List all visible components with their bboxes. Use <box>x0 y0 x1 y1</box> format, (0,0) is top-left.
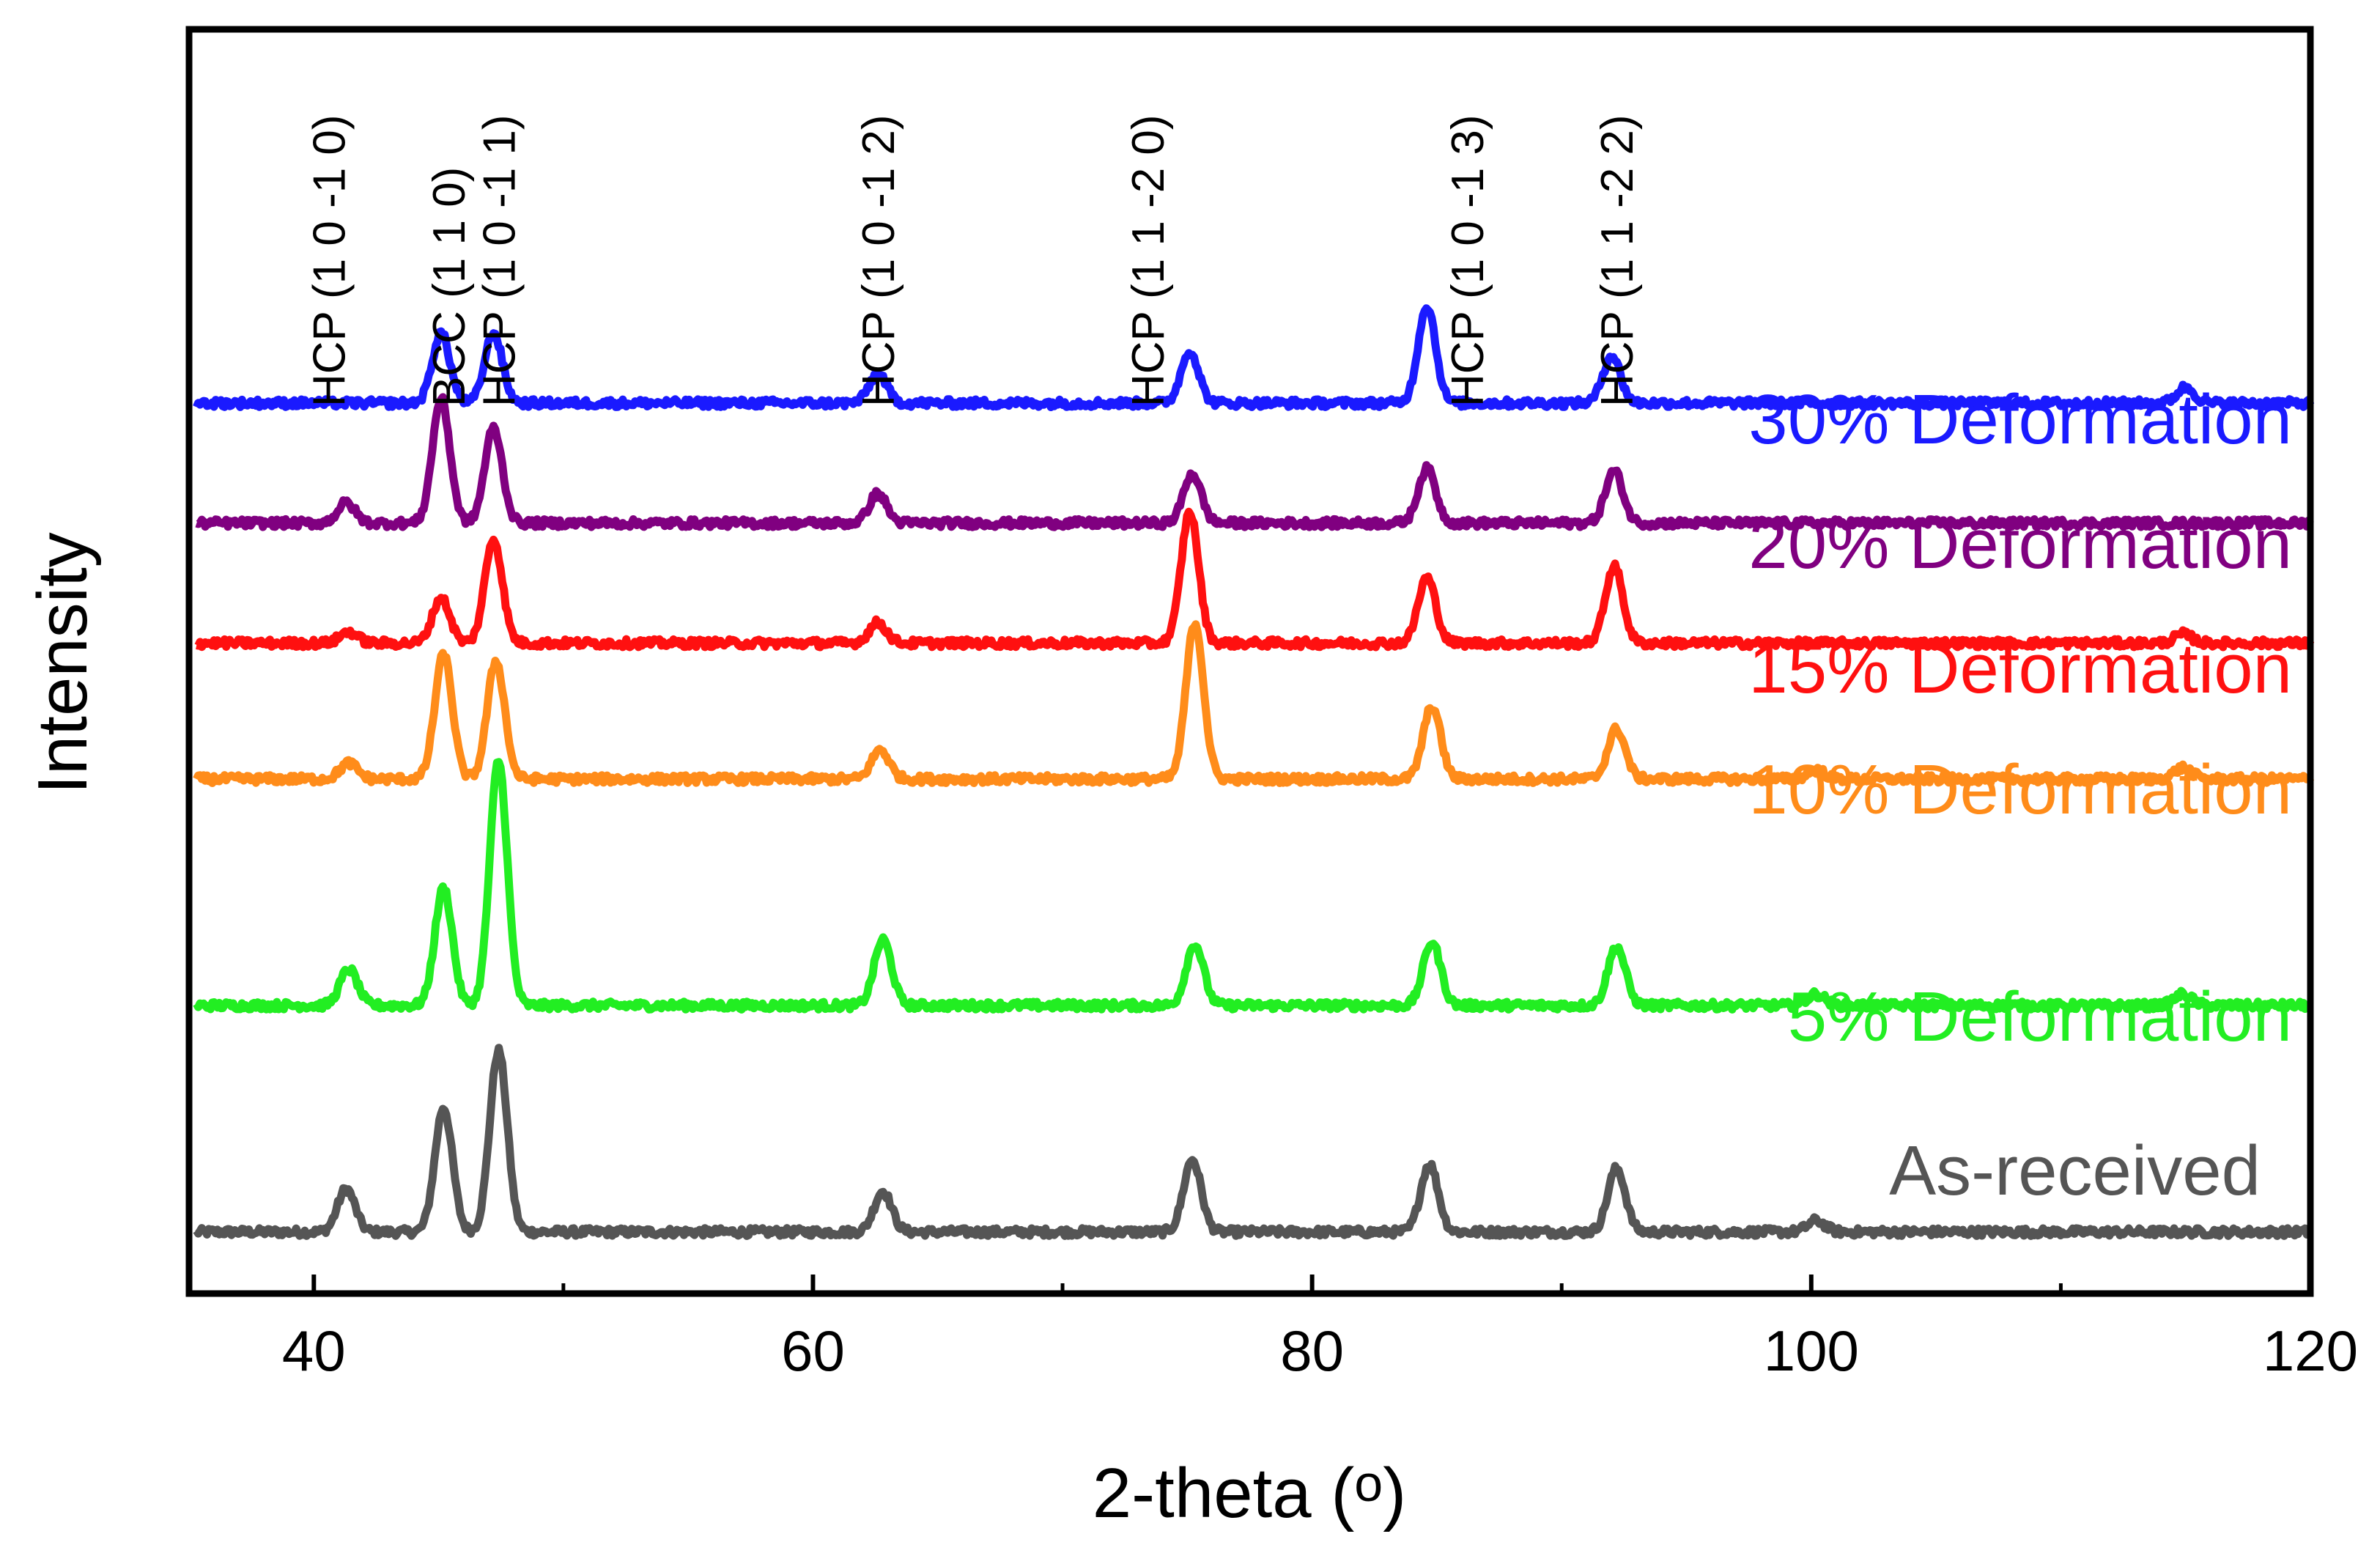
series-line-as-received <box>193 1044 2313 1240</box>
series-label-15-deformation: 15% Deformation <box>1748 630 2292 708</box>
series-line-15-deformation <box>194 507 2315 652</box>
peak-label: HCP (1 1 -2 0) <box>1123 114 1174 407</box>
peak-label: BCC (1 1 0) <box>424 167 475 407</box>
series-line-20-deformation <box>194 393 2314 531</box>
x-tick-label: 120 <box>2263 1318 2358 1383</box>
series-label-layer: As-received 5% Deformation 10% Deformation… <box>1748 380 2292 1210</box>
series-layer <box>193 304 2315 1240</box>
series-label-30-deformation: 30% Deformation <box>1748 380 2292 459</box>
series-label-5-deformation: 5% Deformation <box>1788 978 2292 1056</box>
x-tick-label: 40 <box>282 1318 346 1383</box>
x-tick-label: 100 <box>1764 1318 1859 1383</box>
peak-label: HCP (1 0 -1 0) <box>305 114 355 407</box>
peak-label-layer: HCP (1 0 -1 0) BCC (1 1 0) HCP (1 0 -1 1) H… <box>305 114 1643 407</box>
peak-label: HCP (1 0 -1 3) <box>1443 114 1493 407</box>
x-axis: 40 60 80 100 120 <box>282 1275 2358 1383</box>
y-axis-title: Intensity <box>23 532 102 794</box>
plot-frame <box>185 26 2314 1297</box>
series-label-as-received: As-received <box>1889 1132 2261 1210</box>
peak-label: HCP (1 0 -1 2) <box>854 114 904 407</box>
series-label-10-deformation: 10% Deformation <box>1748 750 2292 829</box>
x-tick-label: 60 <box>781 1318 845 1383</box>
x-tick-label: 80 <box>1280 1318 1344 1383</box>
series-line-10-deformation <box>193 620 2315 787</box>
peak-label: HCP (1 0 -1 1) <box>474 114 525 407</box>
series-label-20-deformation: 20% Deformation <box>1748 505 2292 583</box>
series-line-5-deformation <box>193 758 2313 1014</box>
x-axis-title: 2-theta (o) <box>1093 1454 1406 1532</box>
series-line-30-deformation <box>193 304 2315 411</box>
peak-label: HCP (1 1 -2 2) <box>1592 114 1643 407</box>
